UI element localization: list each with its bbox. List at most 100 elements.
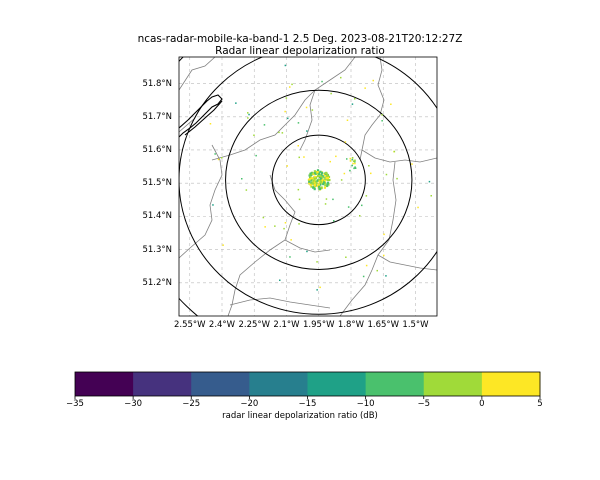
echo-pixel [298,156,300,159]
echo-pixel [346,158,348,160]
echo-pixel [428,180,431,183]
echo-pixel [316,184,319,187]
echo-pixel [376,269,378,272]
map-frame [178,56,438,317]
colorbar-tick-label: −10 [356,399,375,409]
colorbar-tick-label: −25 [182,399,201,409]
echo-pixel [385,173,388,176]
echo-pixel [318,185,321,188]
echo-pixel [417,206,419,209]
echo-pixel [362,275,365,278]
echo-pixel [328,178,331,182]
echo-pixel [349,157,352,160]
echo-pixel [411,163,413,165]
echo-pixel [354,98,356,100]
echo-pixel [326,181,330,184]
colorbar-segment [481,372,541,396]
echo-pixel [364,87,366,89]
echo-pixel [352,162,354,165]
echo-pixel [318,178,321,181]
echo-pixel [314,172,317,175]
echo-pixel [352,160,355,162]
echo-pixel [310,185,313,188]
echo-pixel [241,178,243,180]
echo-pixel [291,83,293,86]
echo-pixel [354,160,356,163]
range-rings [179,57,437,316]
echo-pixel [289,256,291,258]
echo-pixel [312,186,315,189]
lon-tick-label: 1.8°W [337,320,365,330]
echo-pixel [255,154,257,157]
colorbar-segment [133,372,192,396]
echo-pixel [324,177,327,181]
echo-pixel [313,172,316,175]
echo-pixel [330,92,332,95]
echo-pixel [344,141,347,143]
echo-pixel [370,172,372,175]
range-ring [271,134,366,226]
echo-pixel [312,182,315,185]
echo-pixel [316,171,319,174]
echo-pixel [361,204,363,207]
echo-pixel [278,131,280,134]
echo-pixel [321,80,323,83]
echo-pixel [284,222,287,224]
echo-pixel [316,175,320,178]
colorbar-tick-label: −5 [417,399,431,409]
echo-pixel [209,123,212,125]
echo-pixel [308,178,311,181]
colorbar-segment [365,372,425,396]
echo-pixel [326,173,329,176]
echo-pixel [381,120,383,122]
echo-pixel [321,176,324,179]
echo-pixel [343,172,346,175]
plot-title: ncas-radar-mobile-ka-band-1 2.5 Deg. 202… [137,33,463,45]
echo-pixel [329,160,331,163]
echo-pixel [286,165,288,167]
echo-pixel [319,170,322,173]
coastline [179,94,223,138]
echo-pixel [368,165,370,167]
lon-tick-label: 2.4°W [208,320,236,330]
colorbar-segment [249,372,308,396]
plot-subtitle: Radar linear depolarization ratio [215,45,385,57]
echo-pixel [354,162,356,165]
echo-pixel [353,167,355,170]
echo-pixel [318,172,321,176]
echo-pixel [351,157,354,159]
echo-pixel [212,204,214,206]
lat-tick-label: 51.3°N [142,244,172,255]
echo-pixel [325,198,328,200]
echo-pixel [253,134,255,136]
echo-pixel [319,187,322,190]
echo-pixel [305,106,308,109]
echo-pixel [340,76,342,79]
echo-pixel [351,158,354,161]
echo-pixel [326,184,329,187]
echo-pixel [323,186,326,189]
echo-pixel [319,286,321,289]
lat-tick-label: 51.8°N [142,78,172,89]
echo-pixel [214,153,216,155]
echo-pixel [335,155,337,158]
colorbar-segment [191,372,250,396]
echo-pixel [247,117,249,119]
echo-pixel [313,175,316,178]
lon-tick-label: 1.95°W [302,320,335,330]
echo-pixel [314,180,318,183]
lon-tick-label: 2.55°W [173,320,206,330]
lon-tick-label: 2.1°W [273,320,300,330]
echo-pixel [351,103,354,105]
echo-pixel [264,226,266,228]
colorbar-tick-label: 5 [537,399,543,409]
echo-pixel [346,119,349,121]
echo-pixel [345,256,347,258]
echo-pixel [313,188,316,191]
echo-pixel [297,188,300,191]
echo-pixel [284,64,287,67]
lon-tick-label: 1.65°W [367,320,400,330]
colorbar-segment [75,372,134,396]
